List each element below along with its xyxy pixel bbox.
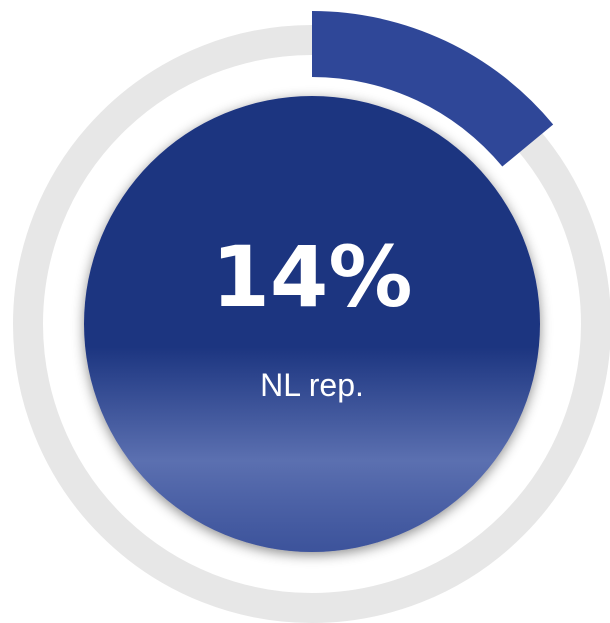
category-label: NL rep. [260, 367, 364, 403]
donut: 14% NL rep. [13, 11, 610, 623]
value-label: 14% [211, 228, 412, 326]
progress-arc [312, 11, 554, 167]
center-image [84, 96, 540, 552]
